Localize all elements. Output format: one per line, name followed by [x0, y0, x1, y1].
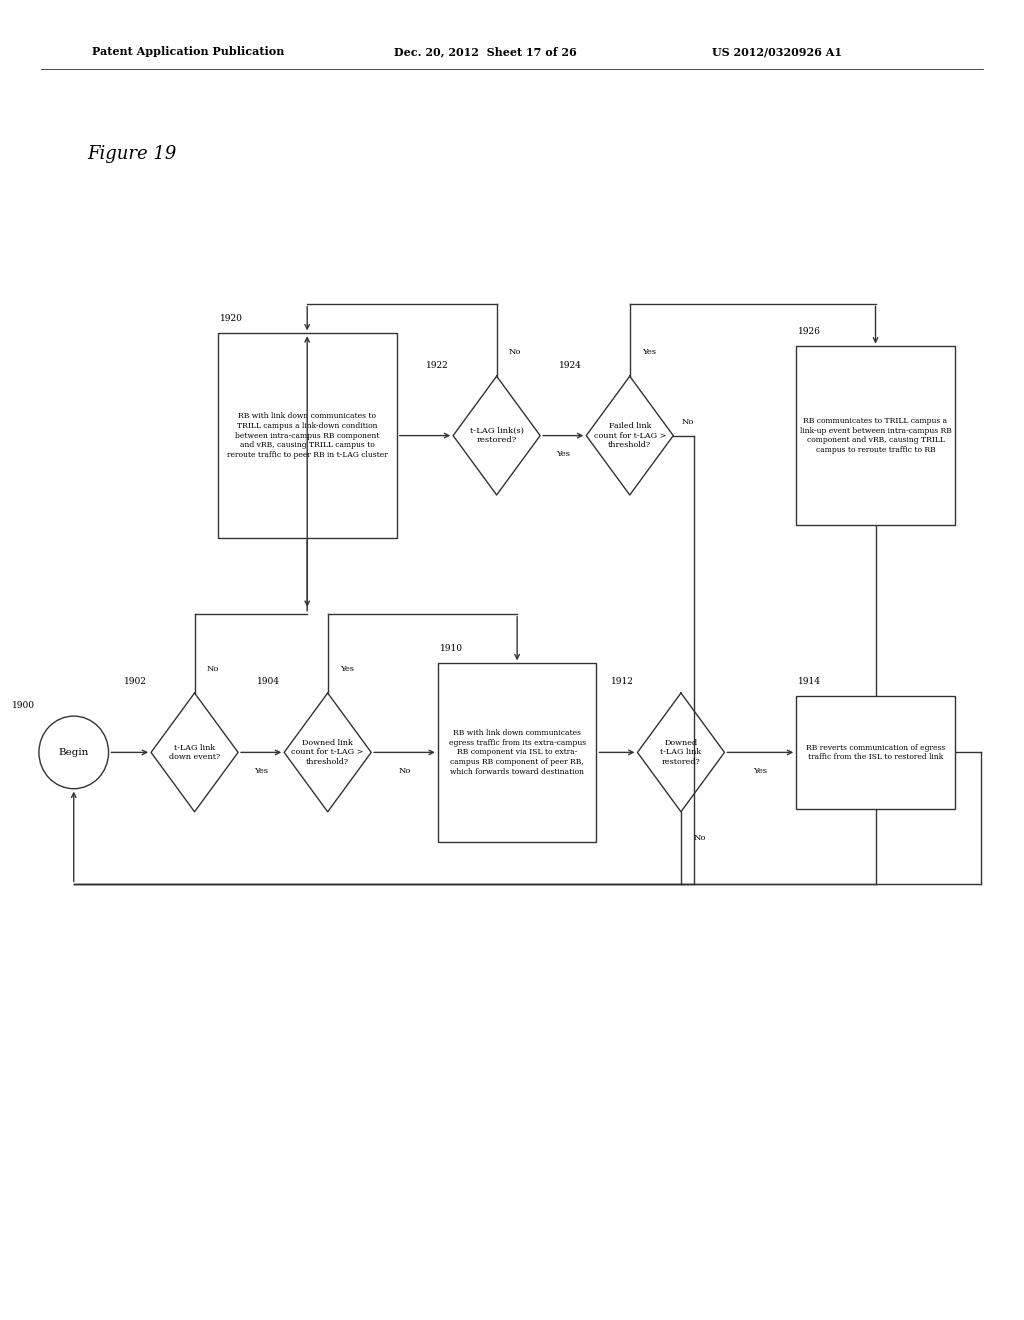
Text: 1900: 1900 — [12, 701, 35, 710]
Text: Yes: Yes — [556, 450, 570, 458]
Text: 1902: 1902 — [124, 677, 147, 686]
Bar — [797, 346, 954, 524]
Text: RB with link down communicates to
TRILL campus a link-down condition
between int: RB with link down communicates to TRILL … — [227, 412, 387, 459]
Text: US 2012/0320926 A1: US 2012/0320926 A1 — [712, 46, 842, 57]
Text: No: No — [398, 767, 411, 775]
Text: 1922: 1922 — [426, 360, 449, 370]
Polygon shape — [637, 693, 725, 812]
Text: RB communicates to TRILL campus a
link-up event between intra-campus RB
componen: RB communicates to TRILL campus a link-u… — [800, 417, 951, 454]
Text: Patent Application Publication: Patent Application Publication — [92, 46, 285, 57]
Text: Failed link
count for t-LAG >
threshold?: Failed link count for t-LAG > threshold? — [594, 422, 666, 449]
Text: Dec. 20, 2012  Sheet 17 of 26: Dec. 20, 2012 Sheet 17 of 26 — [394, 46, 577, 57]
Bar — [217, 333, 396, 539]
Text: No: No — [682, 418, 694, 426]
Text: 1904: 1904 — [257, 677, 281, 686]
Text: Downed
t-LAG link
restored?: Downed t-LAG link restored? — [660, 739, 701, 766]
Text: RB reverts communication of egress
traffic from the ISL to restored link: RB reverts communication of egress traff… — [806, 743, 945, 762]
Bar — [797, 697, 954, 808]
Polygon shape — [586, 376, 674, 495]
Ellipse shape — [39, 715, 109, 788]
Text: RB with link down communicates
egress traffic from its extra-campus
RB component: RB with link down communicates egress tr… — [449, 729, 586, 776]
Text: Yes: Yes — [642, 348, 656, 356]
Text: Figure 19: Figure 19 — [87, 145, 176, 164]
Text: No: No — [207, 665, 219, 673]
Text: 1914: 1914 — [799, 677, 821, 686]
Text: 1924: 1924 — [559, 360, 582, 370]
Text: Downed link
count for t-LAG >
threshold?: Downed link count for t-LAG > threshold? — [292, 739, 364, 766]
Text: t-LAG link
down event?: t-LAG link down event? — [169, 743, 220, 762]
Text: No: No — [509, 348, 521, 356]
Text: Yes: Yes — [754, 767, 767, 775]
Text: 1910: 1910 — [440, 644, 463, 653]
Text: 1912: 1912 — [610, 677, 633, 686]
Text: t-LAG link(s)
restored?: t-LAG link(s) restored? — [470, 426, 523, 445]
Text: 1920: 1920 — [219, 314, 243, 322]
Polygon shape — [453, 376, 541, 495]
Text: Yes: Yes — [340, 665, 354, 673]
Text: 1926: 1926 — [799, 327, 821, 335]
Text: No: No — [693, 834, 706, 842]
Polygon shape — [285, 693, 371, 812]
Polygon shape — [152, 693, 238, 812]
Text: Yes: Yes — [254, 767, 268, 775]
Text: Begin: Begin — [58, 748, 89, 756]
Bar — [438, 663, 596, 842]
